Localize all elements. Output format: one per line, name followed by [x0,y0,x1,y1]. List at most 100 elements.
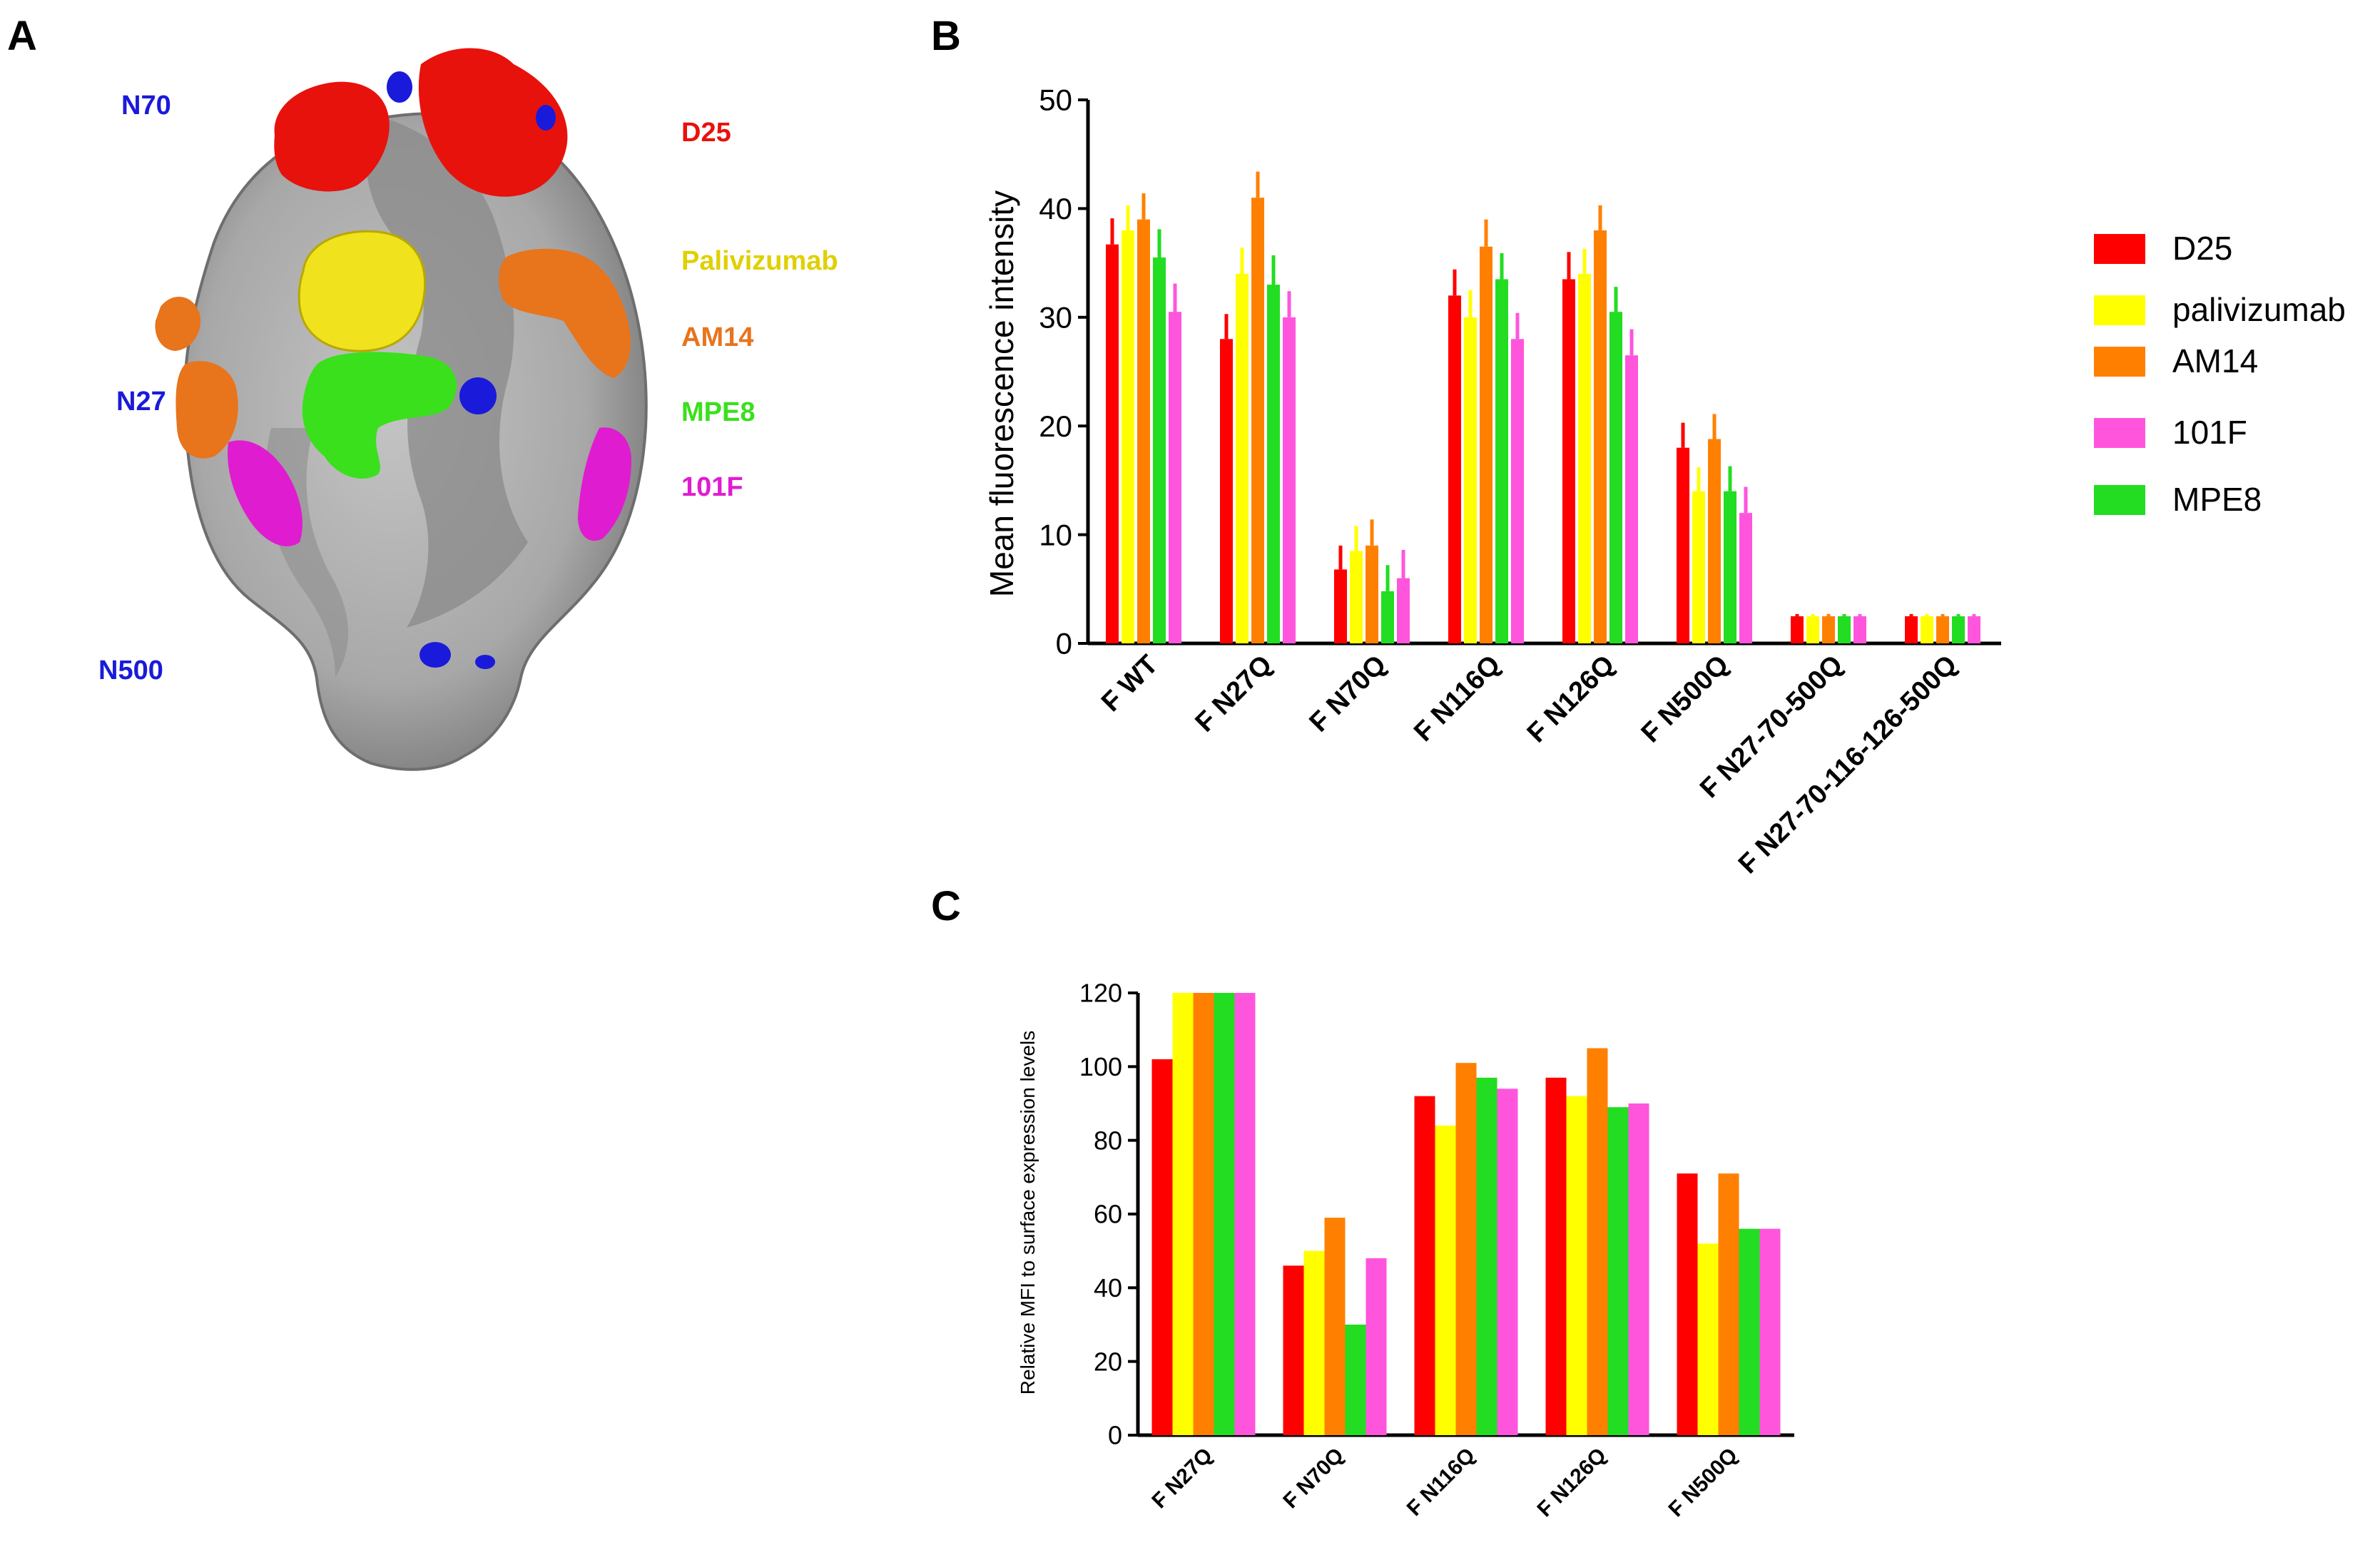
chartC-bar-d25-1 [1283,1265,1304,1435]
chartB-bar-d25-3 [1448,295,1461,643]
chartC-ytick-label: 120 [1079,979,1122,1008]
chartC-category-label: F N27Q [1147,1444,1217,1514]
legend-label-palivizumab: palivizumab [2172,291,2346,328]
glycan-site-marker [536,105,556,131]
chartB-bar-mpe8-6 [1838,616,1851,643]
legend-swatch-mpe8 [2094,485,2145,515]
chartC-bar-101f-2 [1497,1088,1518,1435]
chartC-bar-am14-4 [1718,1173,1739,1435]
chartC-category-label: F N500Q [1664,1444,1742,1521]
chartC-ytick-label: 80 [1094,1126,1122,1155]
chartB-bar-palivizumab-7 [1921,616,1933,643]
chartC-bar-d25-0 [1151,1059,1173,1435]
chartC-bar-mpe8-4 [1739,1228,1760,1435]
legend-swatch-palivizumab [2094,295,2145,325]
panel-label-c: C [931,883,961,929]
chartC-ytick-label: 0 [1108,1421,1122,1450]
chartC-bar-am14-3 [1587,1048,1608,1435]
chartB-bar-am14-1 [1251,198,1264,643]
chartB-category-label: F N116Q [1408,650,1506,748]
chartB-category-label: F N126Q [1522,650,1621,749]
chartB-bar-palivizumab-3 [1464,317,1477,643]
chartB-ytick-label: 10 [1039,518,1072,551]
chartB-bar-d25-7 [1905,616,1918,643]
chartC-bar-mpe8-0 [1214,993,1235,1435]
chartB-bar-palivizumab-4 [1578,273,1591,644]
chartB-category-label: F N27-70-116-126-500Q [1733,650,1963,880]
legend-label-101f: 101F [2172,414,2247,451]
chartC-bar-palivizumab-3 [1566,1096,1587,1435]
epitope-am14-left [176,361,238,459]
chartB-bar-d25-0 [1106,244,1119,643]
chartC-bar-mpe8-2 [1476,1077,1497,1435]
chartB-ytick-label: 40 [1039,192,1072,225]
chartB-bar-d25-4 [1562,279,1575,643]
chartB-category-label: F WT [1096,650,1164,718]
glycan-site-n500-marker-b [475,655,495,669]
legend-swatch-101f [2094,418,2145,448]
chartC-bar-am14-0 [1193,993,1214,1435]
chartB-bar-mpe8-7 [1952,616,1965,643]
chartC-ytick-label: 60 [1094,1200,1122,1229]
panel-label-a: A [7,13,37,59]
epitope-mpe8 [302,352,457,479]
epitope-palivizumab [298,230,427,352]
panel-label-b: B [931,13,961,59]
chartB-bar-mpe8-1 [1267,285,1280,643]
chartB-bar-am14-6 [1822,616,1835,643]
chartB-bar-am14-7 [1936,616,1949,643]
epitope-label-101f: 101F [681,472,743,502]
chartB-category-label: F N27Q [1190,650,1278,738]
chartB-category-label: F N70Q [1304,650,1393,738]
epitope-d25-second [418,48,568,197]
chartC-ytick-label: 20 [1094,1347,1122,1376]
chart-c: Relative MFI to surface expression level… [1017,979,1794,1521]
epitope-d25 [274,81,390,192]
chartB-category-label: F N500Q [1636,650,1735,749]
chartB-bar-palivizumab-6 [1806,616,1819,643]
epitope-am14-left-upper [155,297,200,351]
protein-surface-structure [155,48,648,771]
chartC-category-label: F N116Q [1403,1444,1480,1521]
chartC-bar-d25-2 [1414,1096,1435,1435]
chartB-bar-am14-2 [1366,545,1378,643]
chartB-bar-101f-2 [1397,578,1410,643]
chartB-bar-101f-7 [1968,616,1980,643]
chartB-bar-d25-1 [1220,339,1233,643]
chartB-ytick-label: 20 [1039,409,1072,443]
chartC-bar-mpe8-3 [1607,1107,1629,1435]
chartB-bar-d25-6 [1791,616,1804,643]
chartB-ytick-label: 30 [1039,301,1072,335]
chart-b-ylabel: Mean fluorescence intensity [983,190,1020,597]
chartB-bar-d25-2 [1334,569,1347,643]
chartC-bar-palivizumab-1 [1303,1250,1325,1435]
chartC-bar-101f-4 [1759,1228,1781,1435]
legend-swatch-am14 [2094,347,2145,377]
chartB-bar-101f-3 [1511,339,1524,643]
chartB-bar-d25-5 [1677,447,1689,643]
epitope-label-d25: D25 [681,118,731,148]
chartB-bar-palivizumab-1 [1236,273,1249,644]
chartC-category-label: F N70Q [1278,1444,1348,1514]
chartB-bar-101f-5 [1739,513,1752,643]
chartC-bar-101f-0 [1234,993,1256,1435]
legend-label-am14: AM14 [2172,342,2258,379]
chartC-bar-101f-3 [1628,1103,1649,1435]
chartB-bar-palivizumab-2 [1350,551,1363,643]
glycan-site-n70-marker [387,71,412,103]
chartC-ytick-label: 40 [1094,1273,1122,1302]
epitope-label-am14: AM14 [681,322,753,352]
glycan-label-n27: N27 [116,387,166,417]
chartB-bar-am14-3 [1480,246,1492,643]
chartC-ytick-label: 100 [1079,1052,1122,1081]
chartC-bar-palivizumab-4 [1697,1243,1719,1435]
glycan-site-n500-marker [419,642,451,668]
chartB-bar-mpe8-0 [1153,257,1166,644]
epitope-am14-right [498,248,631,378]
legend: D25 palivizumab AM14 101F MPE8 [2094,230,2346,518]
chartB-ytick-label: 50 [1039,83,1072,117]
chartC-bar-am14-2 [1455,1063,1477,1435]
chartC-bar-mpe8-1 [1345,1325,1366,1435]
chartB-bar-mpe8-2 [1381,591,1394,643]
